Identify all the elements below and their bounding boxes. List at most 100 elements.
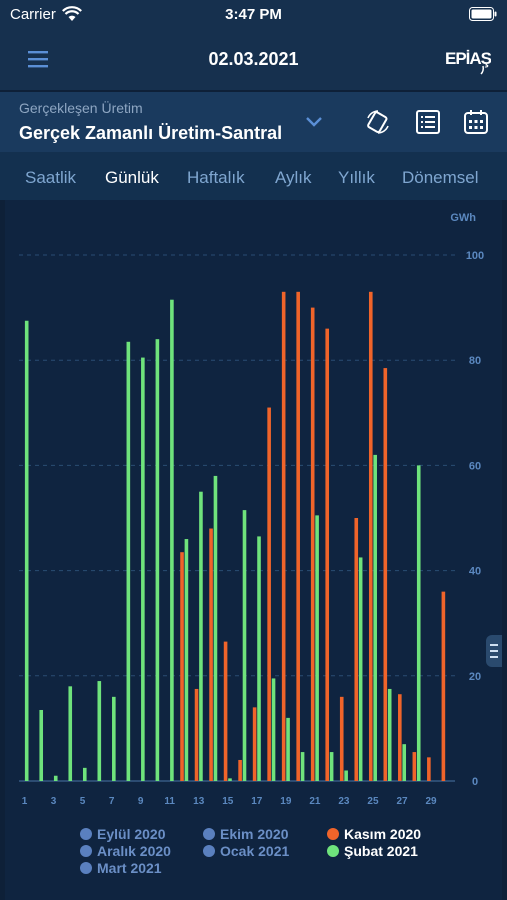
bar [257, 536, 261, 781]
page-date: 02.03.2021 [208, 49, 299, 69]
bar [296, 291, 300, 781]
x-tick-label: 7 [109, 796, 115, 807]
legend-label: Kasım 2020 [344, 826, 422, 842]
bar [325, 328, 330, 781]
bar [228, 778, 232, 781]
bar [368, 291, 373, 781]
wifi-icon [62, 6, 82, 21]
bar [281, 291, 286, 781]
tab-aylik[interactable]: Aylık [275, 168, 312, 187]
x-tick-label: 13 [193, 796, 205, 807]
bar [24, 320, 29, 781]
x-tick-label: 25 [367, 796, 379, 807]
y-tick-label: 0 [472, 776, 478, 788]
bar [184, 539, 189, 781]
bar [223, 641, 228, 781]
status-bar: Carrier 3:47 PM [0, 0, 507, 30]
legend-label: Ocak 2021 [220, 843, 290, 859]
chevron-down-icon[interactable] [305, 116, 323, 128]
calendar-icon[interactable] [463, 109, 489, 135]
bar [402, 744, 407, 781]
bar [358, 557, 363, 781]
bar [267, 407, 271, 781]
bar [170, 299, 174, 781]
y-tick-label: 40 [469, 566, 481, 578]
bar [126, 341, 131, 781]
battery-icon [469, 7, 497, 21]
tab-gunluk[interactable]: Günlük [105, 168, 159, 187]
legend-dot [80, 828, 92, 840]
legend-dot [327, 828, 339, 840]
bar [310, 307, 315, 781]
bar [242, 510, 247, 781]
y-tick-label: 60 [469, 460, 481, 472]
legend-label: Ekim 2020 [220, 826, 289, 842]
bar [82, 767, 87, 781]
tab-saatlik[interactable]: Saatlik [25, 168, 77, 187]
bar [112, 696, 116, 781]
bar [199, 491, 203, 781]
legend-label: Şubat 2021 [344, 843, 418, 859]
x-tick-label: 11 [164, 796, 175, 807]
bar [252, 707, 257, 781]
x-tick-label: 5 [80, 796, 86, 807]
legend-aralik-2020[interactable]: Aralık 2020 [80, 843, 171, 859]
selector-subtitle: Gerçekleşen Üretim [19, 100, 143, 116]
bar [339, 696, 344, 781]
bar [329, 752, 334, 781]
bar [373, 454, 377, 781]
bar [213, 475, 218, 781]
legend-ekim-2020[interactable]: Ekim 2020 [203, 826, 289, 842]
svg-text:EPİAŞ: EPİAŞ [445, 49, 491, 68]
bar [271, 678, 276, 781]
rotate-device-icon[interactable] [364, 108, 392, 136]
legend-dot [327, 845, 339, 857]
bar [39, 709, 44, 781]
epias-logo: EPİAŞ [445, 49, 491, 75]
selector-title[interactable]: Gerçek Zamanlı Üretim-Santral [19, 123, 283, 143]
bar [141, 357, 145, 781]
tab-yillik[interactable]: Yıllık [338, 168, 375, 187]
legend-dot [203, 828, 215, 840]
bar [53, 775, 58, 781]
y-tick-label: 80 [469, 355, 481, 367]
legend-label: Aralık 2020 [97, 843, 171, 859]
bar [180, 552, 184, 781]
x-tick-label: 23 [338, 796, 350, 807]
x-tick-label: 27 [396, 796, 408, 807]
side-panel-handle[interactable] [486, 635, 502, 667]
tab-haftalik[interactable]: Haftalık [187, 168, 245, 187]
legend-dot [80, 862, 92, 874]
legend-subat-2021[interactable]: Şubat 2021 [327, 843, 418, 859]
bar [354, 518, 359, 781]
bar [383, 368, 388, 781]
x-tick-label: 3 [51, 796, 57, 807]
legend-kasim-2020[interactable]: Kasım 2020 [327, 826, 421, 842]
bar [315, 515, 319, 781]
x-tick-label: 21 [309, 796, 321, 807]
list-view-icon[interactable] [415, 109, 441, 135]
y-tick-label: 20 [469, 671, 481, 683]
bar [416, 465, 421, 781]
bar [286, 717, 290, 781]
carrier-label: Carrier [10, 6, 56, 23]
hamburger-menu-icon[interactable] [26, 48, 50, 70]
tab-donemsel[interactable]: Dönemsel [402, 168, 479, 187]
bar [194, 688, 199, 781]
bar [412, 752, 417, 781]
legend-mart-2021[interactable]: Mart 2021 [80, 860, 162, 876]
x-tick-label: 1 [22, 796, 28, 807]
bar [97, 681, 102, 781]
x-tick-label: 17 [251, 796, 263, 807]
x-tick-label: 19 [280, 796, 292, 807]
data-type-selector[interactable]: Gerçekleşen Üretim Gerçek Zamanlı Üretim… [0, 92, 507, 152]
legend-ocak-2021[interactable]: Ocak 2021 [203, 843, 289, 859]
bar [441, 591, 446, 781]
legend-eylul-2020[interactable]: Eylül 2020 [80, 826, 166, 842]
chart-legend: Eylül 2020 Ekim 2020 Kasım 2020 Aralık 2… [0, 822, 507, 882]
legend-label: Eylül 2020 [97, 826, 166, 842]
legend-dot [80, 845, 92, 857]
y-tick-label: 100 [466, 250, 484, 262]
bar [427, 757, 431, 781]
